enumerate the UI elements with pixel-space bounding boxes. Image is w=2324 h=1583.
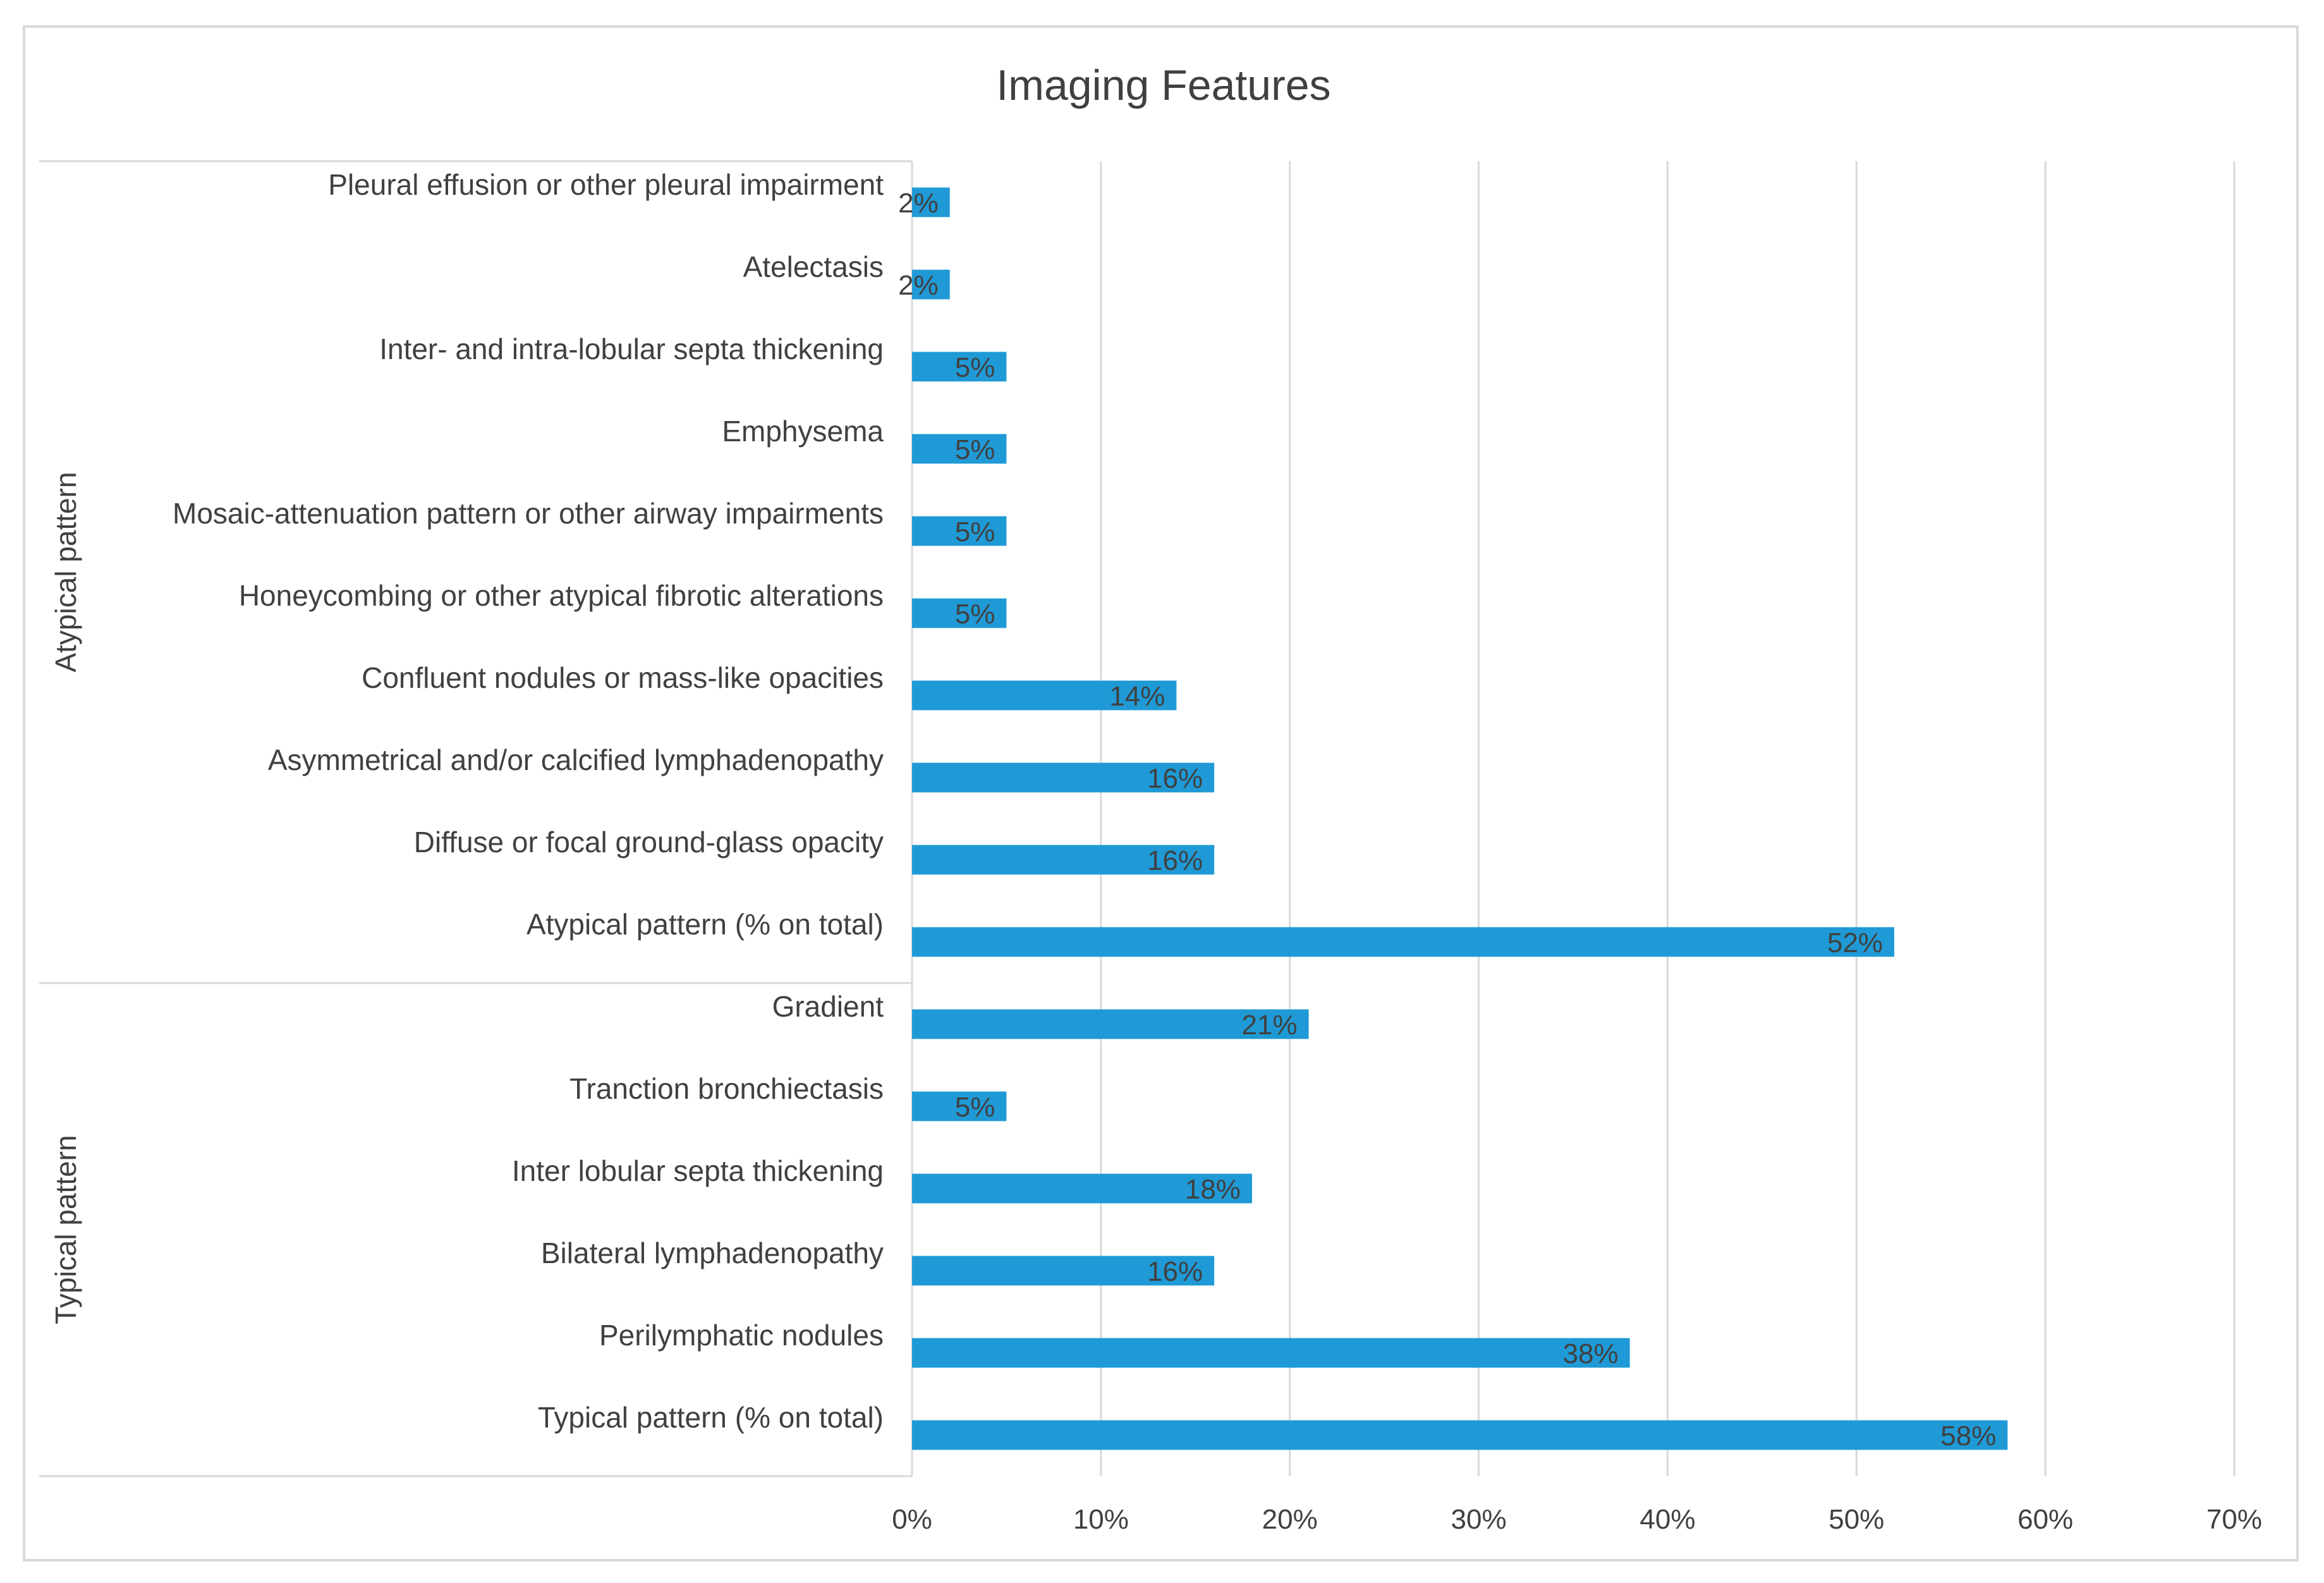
group-label: Typical pattern <box>49 1135 82 1324</box>
bar <box>912 762 1215 793</box>
category-label: Bilateral lymphadenopathy <box>541 1237 884 1269</box>
bar <box>912 1256 1215 1286</box>
category-label: Asymmetrical and/or calcified lymphadeno… <box>268 743 884 776</box>
data-label: 5% <box>955 599 995 630</box>
bar <box>912 434 1007 464</box>
data-label: 16% <box>1147 763 1203 794</box>
category-label: Atypical pattern (% on total) <box>526 908 884 941</box>
bar <box>912 1338 1630 1368</box>
bar <box>912 1091 1007 1122</box>
x-tick-labels: 0% 10% 20% 30% 40% 50% 60% 70% <box>892 1504 2262 1535</box>
data-labels: 2% 2% 5% 5% 5% 5% 14% 16% 16% 52% 21% 5% 18% 16% 38% 58… <box>898 188 1996 1452</box>
category-label: Diffuse or focal ground-glass opacity <box>414 826 884 859</box>
category-label: Gradient <box>772 990 884 1023</box>
chart-frame <box>23 25 2299 1562</box>
category-label: Honeycombing or other atypical fibrotic … <box>239 579 884 612</box>
x-tick-label: 10% <box>1073 1504 1129 1535</box>
bar <box>912 1173 1252 1204</box>
category-label: Mosaic-attenuation pattern or other airw… <box>173 497 884 530</box>
data-label: 2% <box>898 188 939 219</box>
x-tick-label: 30% <box>1451 1504 1507 1535</box>
bar <box>912 927 1895 957</box>
category-labels: Pleural effusion or other pleural impair… <box>173 168 884 1434</box>
x-tick-label: 40% <box>1640 1504 1695 1535</box>
x-tick-label: 70% <box>2206 1504 2262 1535</box>
bar <box>912 845 1215 875</box>
category-label: Inter lobular septa thickening <box>512 1154 884 1187</box>
category-label: Inter- and intra-lobular septa thickenin… <box>379 333 884 365</box>
bar <box>912 1009 1309 1039</box>
data-label: 16% <box>1147 845 1203 876</box>
bar <box>912 516 1007 546</box>
category-label: Perilymphatic nodules <box>599 1319 884 1352</box>
x-tick-label: 50% <box>1828 1504 1884 1535</box>
category-label: Emphysema <box>722 415 884 448</box>
data-label: 14% <box>1109 681 1165 712</box>
category-label: Tranction bronchiectasis <box>569 1072 884 1105</box>
bars <box>912 187 2008 1450</box>
category-axis: Atypical pattern Typical pattern <box>39 160 912 1477</box>
bar <box>912 351 1007 382</box>
category-label: Pleural effusion or other pleural impair… <box>328 168 884 201</box>
group-label: Atypical pattern <box>49 472 82 672</box>
data-label: 5% <box>955 434 995 465</box>
data-label: 16% <box>1147 1256 1203 1287</box>
category-label: Typical pattern (% on total) <box>538 1401 884 1434</box>
bar <box>912 680 1177 711</box>
chart-title: Imaging Features <box>996 61 1330 109</box>
bar <box>912 1420 2008 1450</box>
bar <box>912 187 950 217</box>
data-label: 2% <box>898 270 939 301</box>
x-tick-label: 60% <box>2017 1504 2073 1535</box>
x-tick-label: 0% <box>892 1504 932 1535</box>
data-label: 52% <box>1827 927 1883 958</box>
data-label: 21% <box>1242 1010 1298 1041</box>
data-label: 38% <box>1563 1338 1619 1369</box>
data-label: 18% <box>1185 1174 1241 1205</box>
data-label: 5% <box>955 352 995 383</box>
category-label: Confluent nodules or mass-like opacities <box>362 661 884 694</box>
data-label: 58% <box>1940 1421 1996 1452</box>
data-label: 5% <box>955 1092 995 1123</box>
category-label: Atelectasis <box>743 250 884 283</box>
x-tick-label: 20% <box>1262 1504 1318 1535</box>
bar <box>912 598 1007 628</box>
bar <box>912 269 950 300</box>
data-label: 5% <box>955 516 995 547</box>
